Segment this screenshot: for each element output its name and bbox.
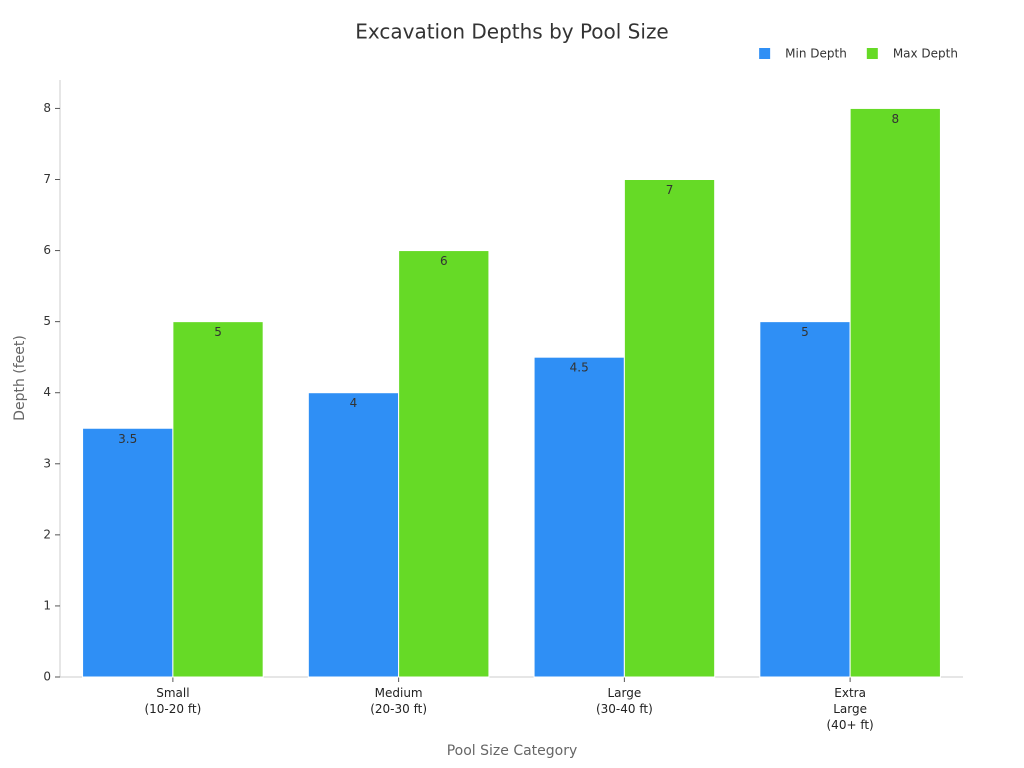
x-axis-title: Pool Size Category	[447, 743, 578, 759]
chart-title: Excavation Depths by Pool Size	[355, 20, 669, 44]
y-tick-label: 5	[43, 314, 51, 328]
bar	[82, 427, 174, 678]
value-label: 6	[440, 254, 448, 268]
x-tick-label: Medium (20-30 ft)	[370, 686, 427, 716]
value-label: 3.5	[118, 432, 137, 446]
legend-label: Max Depth	[893, 47, 958, 61]
y-tick-label: 1	[43, 598, 51, 612]
bar	[849, 107, 941, 678]
value-label: 7	[666, 183, 674, 197]
value-label: 4.5	[570, 361, 589, 375]
x-tick-label: Large (30-40 ft)	[595, 686, 653, 716]
bar	[623, 179, 716, 678]
y-tick-label: 4	[43, 385, 51, 399]
y-tick-label: 7	[43, 172, 51, 186]
x-tick-label: Small (10-20 ft)	[144, 686, 202, 716]
y-tick-label: 0	[43, 670, 51, 684]
bar	[307, 392, 400, 678]
legend-swatch	[866, 48, 878, 59]
bar	[398, 250, 490, 678]
value-label: 5	[801, 325, 809, 339]
y-tick-label: 6	[43, 243, 51, 257]
y-tick-label: 8	[43, 101, 51, 115]
y-axis-title: Depth (feet)	[12, 335, 28, 421]
value-label: 8	[891, 112, 899, 126]
y-tick-label: 3	[43, 456, 51, 470]
value-label: 5	[214, 325, 222, 339]
x-tick-label: Extra Large (40+ ft)	[826, 686, 874, 732]
bar	[759, 321, 851, 678]
legend-swatch	[759, 48, 771, 59]
y-tick-label: 2	[43, 527, 51, 541]
legend-label: Min Depth	[785, 47, 847, 61]
bar	[172, 321, 264, 678]
bar	[533, 356, 625, 678]
value-label: 4	[350, 396, 358, 410]
